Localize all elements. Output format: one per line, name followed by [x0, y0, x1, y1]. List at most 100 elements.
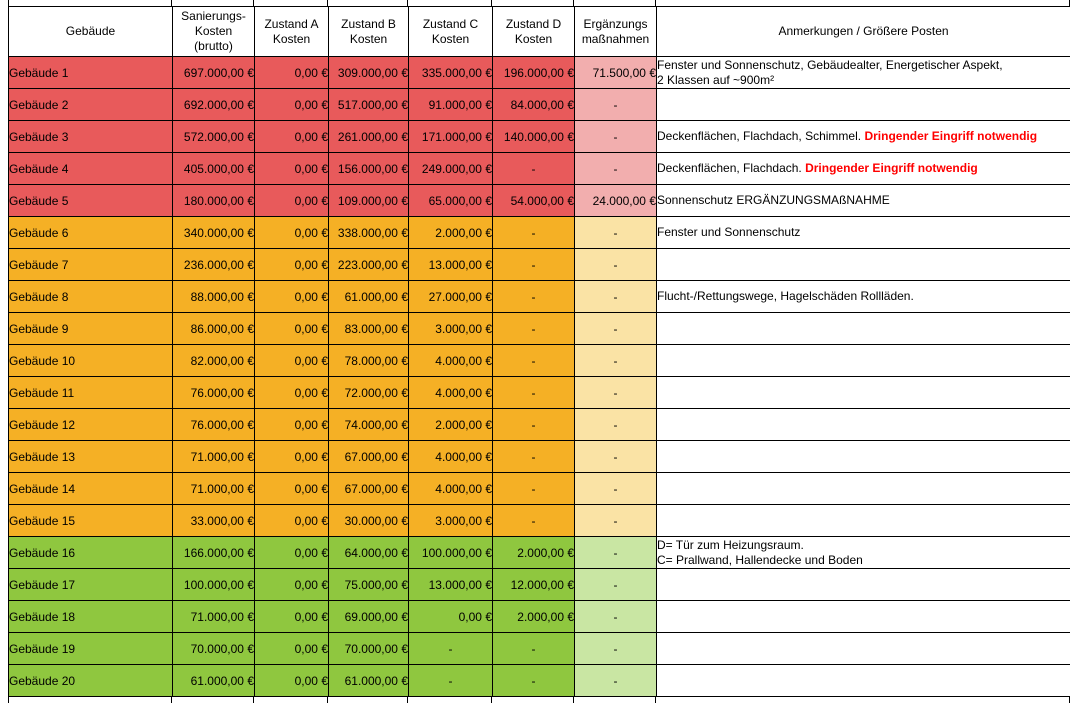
cell-building[interactable]: Gebäude 4 — [8, 152, 173, 185]
cell-building[interactable]: Gebäude 2 — [8, 88, 173, 121]
cell-ergaenzung[interactable]: - — [574, 88, 657, 121]
cell-building[interactable]: Gebäude 13 — [8, 440, 173, 473]
cell-value[interactable]: - — [492, 152, 575, 185]
cell-value[interactable]: 13.000,00 € — [408, 568, 493, 601]
cell-value[interactable]: 2.000,00 € — [492, 536, 575, 569]
cell-value[interactable]: 82.000,00 € — [172, 344, 255, 377]
cell-value[interactable]: 86.000,00 € — [172, 312, 255, 345]
cell-ergaenzung[interactable]: - — [574, 472, 657, 505]
cell-value[interactable]: 309.000,00 € — [328, 56, 409, 89]
cell-building[interactable]: Gebäude 7 — [8, 248, 173, 281]
cell-value[interactable]: 4.000,00 € — [408, 344, 493, 377]
cell-ergaenzung[interactable]: - — [574, 280, 657, 313]
cell-value[interactable]: 0,00 € — [254, 88, 329, 121]
cell-note[interactable]: Sonnenschutz ERGÄNZUNGSMAßNAHME — [656, 184, 1070, 217]
cell-value[interactable]: 71.000,00 € — [172, 472, 255, 505]
cell-note[interactable]: Fenster und Sonnenschutz, Gebäudealter, … — [656, 56, 1070, 89]
cell-value[interactable]: 2.000,00 € — [408, 408, 493, 441]
cell-ergaenzung[interactable]: - — [574, 664, 657, 697]
column-header-anmerkungen[interactable]: Anmerkungen / Größere Posten — [656, 6, 1070, 57]
cell-value[interactable]: 88.000,00 € — [172, 280, 255, 313]
cell-value[interactable]: 33.000,00 € — [172, 504, 255, 537]
cell-value[interactable]: 0,00 € — [254, 184, 329, 217]
cell-value[interactable]: 65.000,00 € — [408, 184, 493, 217]
cell-value[interactable]: 338.000,00 € — [328, 216, 409, 249]
cell-value[interactable]: 74.000,00 € — [328, 408, 409, 441]
cell-value[interactable]: - — [492, 408, 575, 441]
cell-value[interactable]: 0,00 € — [254, 600, 329, 633]
cell-ergaenzung[interactable]: - — [574, 344, 657, 377]
cell-note[interactable]: Deckenflächen, Flachdach, Schimmel. Drin… — [656, 120, 1070, 153]
cell-value[interactable]: 61.000,00 € — [328, 664, 409, 697]
cell-value[interactable]: 27.000,00 € — [408, 280, 493, 313]
cell-building[interactable]: Gebäude 20 — [8, 664, 173, 697]
cell-note[interactable] — [656, 632, 1070, 665]
cell-value[interactable]: - — [492, 280, 575, 313]
cell-building[interactable]: Gebäude 18 — [8, 600, 173, 633]
cell-note[interactable] — [656, 376, 1070, 409]
column-header-zustand-a[interactable]: Zustand A Kosten — [254, 6, 329, 57]
cell-note[interactable]: Fenster und Sonnenschutz — [656, 216, 1070, 249]
cell-note[interactable] — [656, 472, 1070, 505]
cell-value[interactable]: 0,00 € — [254, 440, 329, 473]
cell-value[interactable]: 0,00 € — [254, 568, 329, 601]
cell-value[interactable]: 0,00 € — [408, 600, 493, 633]
cell-note[interactable] — [656, 504, 1070, 537]
cell-building[interactable]: Gebäude 16 — [8, 536, 173, 569]
cell-value[interactable]: - — [408, 664, 493, 697]
cell-value[interactable]: 0,00 € — [254, 248, 329, 281]
cell-value[interactable]: 0,00 € — [254, 120, 329, 153]
cell-value[interactable]: - — [492, 248, 575, 281]
cell-value[interactable]: - — [492, 344, 575, 377]
cell-note[interactable] — [656, 440, 1070, 473]
cell-ergaenzung[interactable]: - — [574, 504, 657, 537]
cell-value[interactable]: 12.000,00 € — [492, 568, 575, 601]
cell-building[interactable]: Gebäude 17 — [8, 568, 173, 601]
cell-note[interactable]: Flucht-/Rettungswege, Hagelschäden Rolll… — [656, 280, 1070, 313]
cell-value[interactable]: 0,00 € — [254, 504, 329, 537]
cell-value[interactable]: 223.000,00 € — [328, 248, 409, 281]
cell-building[interactable]: Gebäude 11 — [8, 376, 173, 409]
cell-building[interactable]: Gebäude 19 — [8, 632, 173, 665]
cell-ergaenzung[interactable]: - — [574, 568, 657, 601]
cell-value[interactable]: 166.000,00 € — [172, 536, 255, 569]
cell-value[interactable]: 4.000,00 € — [408, 376, 493, 409]
cell-value[interactable]: 61.000,00 € — [328, 280, 409, 313]
cell-note[interactable] — [656, 312, 1070, 345]
cell-value[interactable]: 0,00 € — [254, 632, 329, 665]
cell-value[interactable]: 67.000,00 € — [328, 472, 409, 505]
cell-value[interactable]: 67.000,00 € — [328, 440, 409, 473]
cell-building[interactable]: Gebäude 1 — [8, 56, 173, 89]
cell-value[interactable]: 171.000,00 € — [408, 120, 493, 153]
column-header-zustand-c[interactable]: Zustand C Kosten — [408, 6, 493, 57]
cell-value[interactable]: 156.000,00 € — [328, 152, 409, 185]
cell-value[interactable]: - — [492, 376, 575, 409]
cell-value[interactable]: 64.000,00 € — [328, 536, 409, 569]
cell-value[interactable]: 70.000,00 € — [172, 632, 255, 665]
cell-value[interactable]: 2.000,00 € — [408, 216, 493, 249]
cell-value[interactable]: 4.000,00 € — [408, 440, 493, 473]
cell-value[interactable]: 261.000,00 € — [328, 120, 409, 153]
column-header-ergaenzung[interactable]: Ergänzungs maßnahmen — [574, 6, 657, 57]
cell-building[interactable]: Gebäude 3 — [8, 120, 173, 153]
cell-ergaenzung[interactable]: - — [574, 152, 657, 185]
column-header-gebaeude[interactable]: Gebäude — [8, 6, 173, 57]
cell-note[interactable] — [656, 88, 1070, 121]
cell-value[interactable]: - — [492, 312, 575, 345]
cell-value[interactable]: 61.000,00 € — [172, 664, 255, 697]
cell-value[interactable]: 4.000,00 € — [408, 472, 493, 505]
cell-value[interactable]: 109.000,00 € — [328, 184, 409, 217]
cell-value[interactable]: 0,00 € — [254, 344, 329, 377]
cell-value[interactable]: 100.000,00 € — [408, 536, 493, 569]
cell-ergaenzung[interactable]: - — [574, 536, 657, 569]
column-header-sanierung[interactable]: Sanierungs- Kosten (brutto) — [172, 6, 255, 57]
cell-value[interactable]: - — [408, 632, 493, 665]
cell-ergaenzung[interactable]: - — [574, 216, 657, 249]
cell-value[interactable]: 140.000,00 € — [492, 120, 575, 153]
cell-value[interactable]: 0,00 € — [254, 536, 329, 569]
cell-value[interactable]: 405.000,00 € — [172, 152, 255, 185]
cell-value[interactable]: 30.000,00 € — [328, 504, 409, 537]
cell-note[interactable] — [656, 248, 1070, 281]
cell-ergaenzung[interactable]: 24.000,00 € — [574, 184, 657, 217]
cell-building[interactable]: Gebäude 12 — [8, 408, 173, 441]
